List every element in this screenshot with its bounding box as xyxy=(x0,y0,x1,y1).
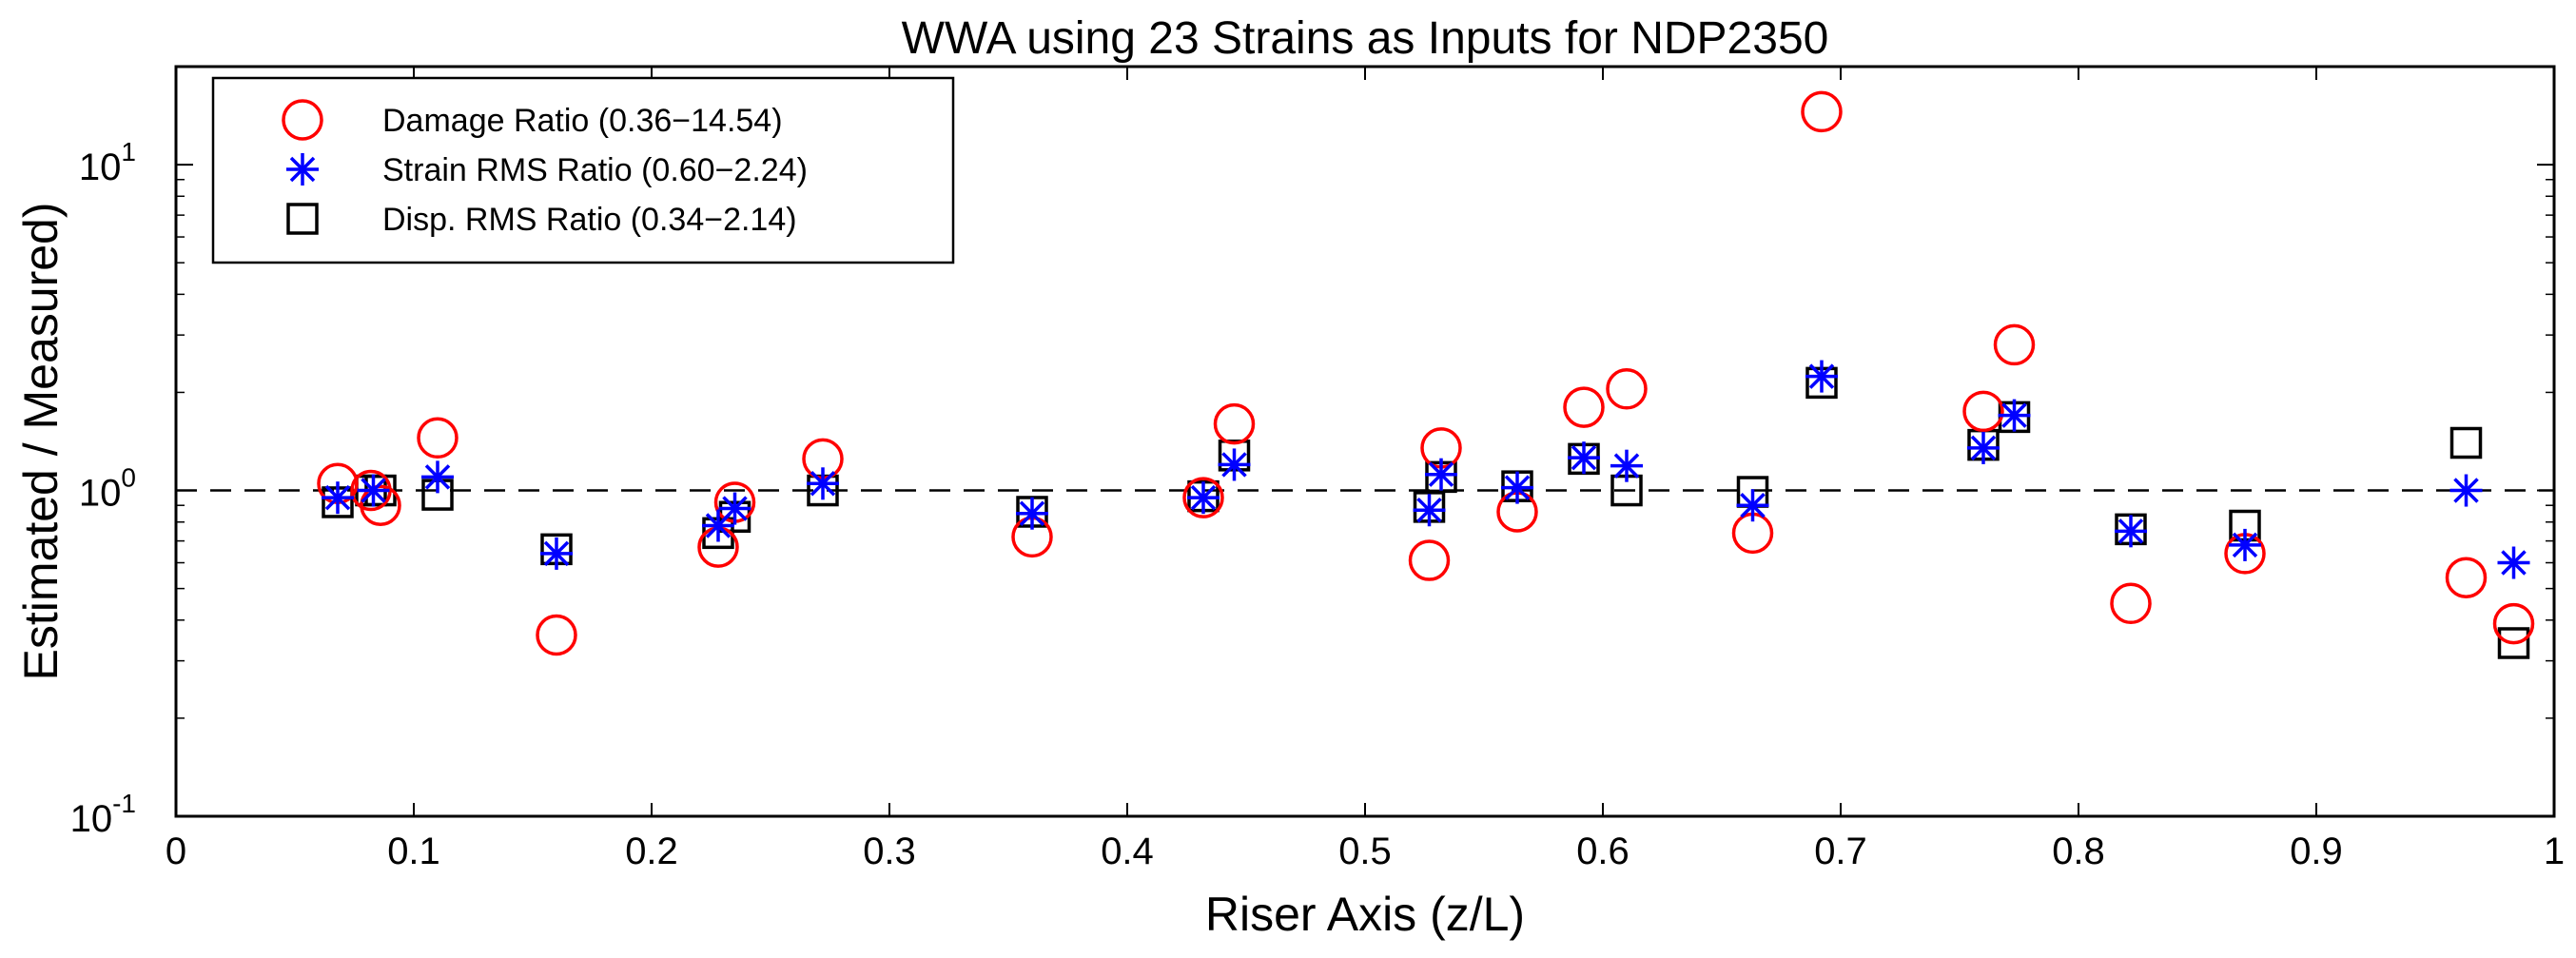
asterisk-stroke xyxy=(722,496,748,521)
asterisk-stroke xyxy=(1970,435,1997,461)
asterisk-point xyxy=(1413,494,1446,527)
asterisk-point xyxy=(1218,448,1251,481)
asterisk-point xyxy=(2115,515,2147,548)
circle-point xyxy=(1563,386,1605,428)
square-point xyxy=(2497,627,2530,659)
asterisk-point xyxy=(1425,458,1457,491)
x-tick-label: 0 xyxy=(166,831,186,872)
legend-box xyxy=(211,76,955,264)
square-point xyxy=(2449,426,2483,459)
asterisk-point xyxy=(1805,360,1838,393)
x-tick-labels: 0 0.1 0.2 0.3 0.4 0.5 0.6 0.7 0.8 0.9 1 xyxy=(166,831,2565,872)
y-tick-base: 10 xyxy=(79,147,122,188)
y-axis-label: Estimated / Measured) xyxy=(14,203,68,681)
y-tick-base: 10 xyxy=(79,473,122,515)
asterisk-point xyxy=(540,537,573,570)
legend-label: Damage Ratio (0.36−14.54) xyxy=(382,103,783,139)
circle-point xyxy=(2445,557,2488,598)
circle-point xyxy=(1801,90,1843,133)
asterisk-stroke xyxy=(1190,484,1217,511)
points-layer xyxy=(317,90,2535,659)
asterisk-stroke xyxy=(1740,492,1766,518)
legend-entries: Damage Ratio (0.36−14.54) Strain RMS Rati… xyxy=(282,99,808,238)
asterisk-stroke xyxy=(2501,550,2527,576)
y-tick-label: 101 xyxy=(79,137,136,188)
asterisk-stroke xyxy=(1571,444,1597,471)
circle-point xyxy=(2110,582,2152,625)
x-tick-label: 0.2 xyxy=(625,831,678,872)
asterisk-stroke xyxy=(1428,461,1454,487)
asterisk-point xyxy=(1016,497,1048,530)
asterisk-stroke xyxy=(1613,453,1640,479)
asterisk-point xyxy=(718,492,751,525)
x-tick-label: 0.4 xyxy=(1101,831,1154,872)
asterisk-stroke xyxy=(1221,452,1247,478)
x-tick-label: 0.1 xyxy=(387,831,440,872)
y-tick-label: 10-1 xyxy=(70,789,136,840)
x-axis-label: Riser Axis (z/L) xyxy=(1205,888,1525,941)
circle-point xyxy=(2492,602,2535,645)
circle-point xyxy=(1182,477,1224,518)
circle-point xyxy=(1606,368,1648,410)
plot-frame xyxy=(174,65,2556,818)
circle-point xyxy=(417,417,459,459)
circle-point xyxy=(360,484,401,526)
asterisk-point xyxy=(2449,474,2483,507)
x-tick-label: 0.3 xyxy=(863,831,916,872)
legend: Damage Ratio (0.36−14.54) Strain RMS Rati… xyxy=(211,76,955,264)
chart-title: WWA using 23 Strains as Inputs for NDP23… xyxy=(902,13,1829,64)
asterisk-stroke xyxy=(2232,532,2258,558)
asterisk-point xyxy=(1568,441,1600,475)
circle-point xyxy=(1962,390,2004,433)
y-tick-exponent: 1 xyxy=(121,137,136,166)
asterisk-stroke xyxy=(543,540,570,567)
asterisk-point xyxy=(1736,489,1769,522)
asterisk-stroke xyxy=(324,484,351,511)
x-tick-label: 1 xyxy=(2544,831,2565,872)
asterisk-point xyxy=(2229,528,2261,561)
asterisk-stroke xyxy=(2453,478,2479,503)
legend-marker-circle xyxy=(282,99,323,141)
y-tick-exponent: 0 xyxy=(121,463,136,493)
legend-label: Disp. RMS Ratio (0.34−2.14) xyxy=(382,202,797,238)
asterisk-stroke xyxy=(2117,518,2144,544)
x-tick-label: 0.5 xyxy=(1338,831,1392,872)
asterisk-stroke xyxy=(1504,475,1531,500)
y-tick-exponent: -1 xyxy=(112,789,136,818)
x-tick-label: 0.8 xyxy=(2052,831,2105,872)
asterisk-stroke xyxy=(810,471,836,497)
asterisk-point xyxy=(1610,449,1643,482)
legend-marker-square xyxy=(286,203,319,235)
legend-label: Strain RMS Ratio (0.60−2.24) xyxy=(382,152,808,188)
asterisk-point xyxy=(357,474,390,507)
asterisk-point xyxy=(1967,431,2000,464)
legend-marker-asterisk xyxy=(286,153,319,186)
x-tick-label: 0.7 xyxy=(1814,831,1867,872)
asterisk-point xyxy=(1501,471,1533,504)
asterisk-stroke xyxy=(1416,498,1442,523)
asterisk-point xyxy=(322,481,354,515)
y-tick-base: 10 xyxy=(70,798,113,840)
circle-point xyxy=(1993,323,2036,366)
asterisk-stroke xyxy=(1019,500,1045,526)
asterisk-stroke xyxy=(361,478,386,503)
asterisk-stroke xyxy=(289,156,316,183)
asterisk-point xyxy=(421,460,454,494)
asterisk-point xyxy=(2497,546,2530,579)
asterisk-stroke xyxy=(1808,363,1835,389)
x-tick-label: 0.6 xyxy=(1576,831,1630,872)
x-tick-label: 0.9 xyxy=(2290,831,2343,872)
circle-point xyxy=(1213,402,1256,445)
y-tick-label: 100 xyxy=(79,463,136,515)
circle-point xyxy=(536,614,577,656)
asterisk-point xyxy=(1998,399,2031,432)
asterisk-stroke xyxy=(2001,402,2027,428)
asterisk-point xyxy=(1187,481,1220,515)
asterisk-point xyxy=(807,467,839,500)
asterisk-stroke xyxy=(424,464,451,490)
circle-point xyxy=(1408,539,1451,581)
